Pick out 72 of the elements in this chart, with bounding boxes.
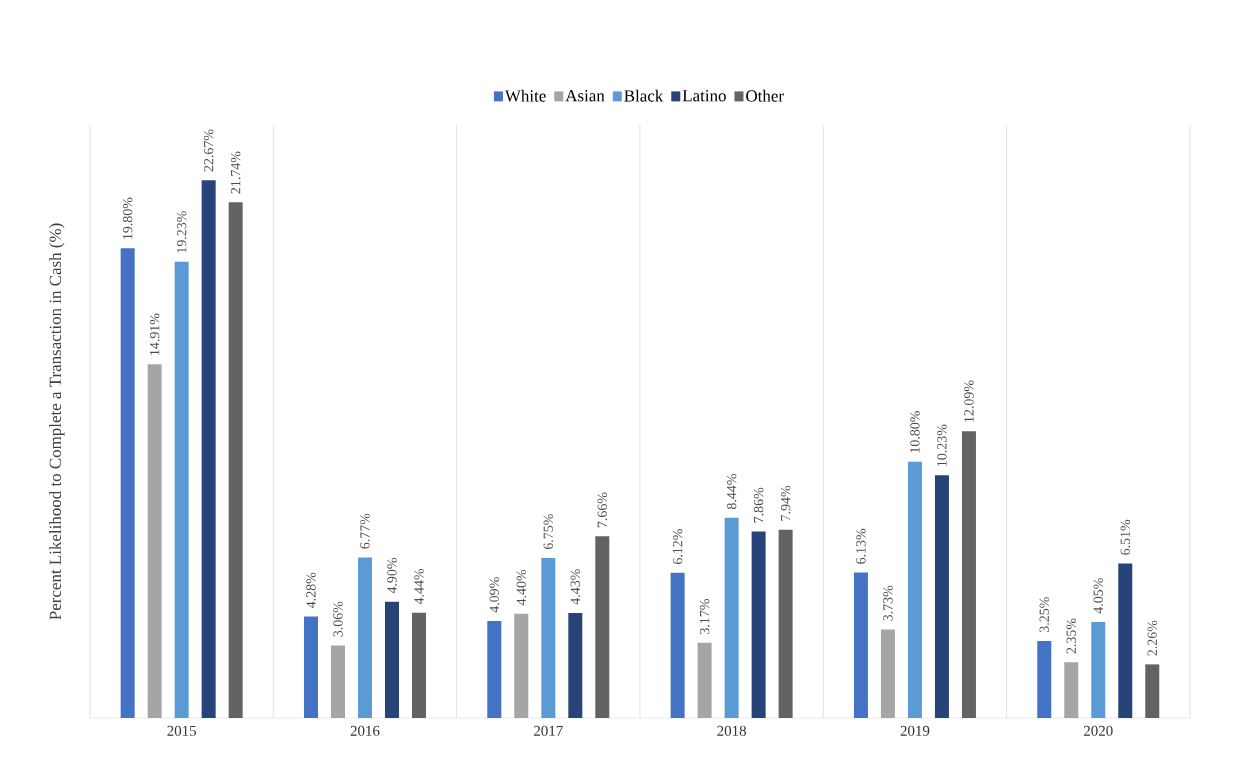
bar — [1037, 640, 1052, 718]
bar — [907, 461, 922, 718]
data-label: 4.05% — [1093, 578, 1104, 614]
bar — [853, 572, 868, 718]
data-label: 2.26% — [1147, 620, 1158, 656]
data-label: 8.44% — [726, 474, 737, 510]
data-label: 6.77% — [360, 513, 370, 549]
data-label: 22.67% — [203, 129, 214, 172]
data-label: 7.94% — [780, 485, 791, 521]
bar — [724, 517, 739, 718]
legend-label: White — [504, 89, 546, 102]
bar — [1064, 662, 1079, 718]
data-label: 4.44% — [414, 568, 424, 605]
bar — [880, 629, 895, 718]
bar — [174, 261, 189, 718]
data-label: 10.23% — [937, 424, 947, 466]
bar — [228, 202, 243, 718]
legend-label: Other — [746, 89, 784, 102]
bar — [670, 572, 685, 718]
bar — [934, 475, 949, 718]
data-label: 3.17% — [699, 599, 710, 634]
bar — [961, 431, 976, 718]
bar — [514, 613, 529, 718]
bar — [697, 642, 712, 718]
data-label: 21.74% — [230, 151, 241, 194]
data-label: 19.23% — [176, 211, 187, 253]
bar — [541, 557, 556, 718]
bar — [751, 531, 766, 718]
x-tick-label: 2017 — [534, 725, 563, 736]
data-label: 14.91% — [149, 313, 160, 355]
data-label: 10.80% — [910, 411, 920, 453]
legend-label: Black — [624, 89, 664, 102]
data-label: 2.35% — [1066, 618, 1077, 654]
data-label: 3.06% — [333, 601, 343, 637]
data-label: 19.80% — [122, 197, 133, 239]
bar — [1145, 664, 1160, 718]
x-tick-label: 2018 — [717, 725, 746, 736]
bar — [147, 364, 162, 718]
legend-label: Asian — [565, 90, 605, 102]
bar — [411, 612, 426, 718]
data-label: 6.13% — [856, 528, 866, 564]
bar — [201, 180, 216, 718]
legend-label: Latino — [682, 90, 726, 102]
data-label: 6.75% — [543, 514, 554, 550]
data-label: 12.09% — [964, 380, 974, 422]
x-tick-label: 2020 — [1083, 725, 1113, 736]
data-label: 4.43% — [570, 569, 581, 605]
bar — [120, 248, 135, 718]
bar — [330, 645, 345, 718]
data-label: 6.51% — [1120, 519, 1131, 555]
bar — [487, 620, 502, 718]
data-label: 4.40% — [516, 569, 527, 606]
bar — [384, 601, 399, 718]
bar — [778, 529, 793, 718]
y-axis-title: Percent Likelihood to Complete a Transaction in Cash (%) — [49, 223, 65, 620]
data-label: 4.09% — [489, 577, 500, 613]
data-label: 7.86% — [753, 487, 764, 523]
bar — [1091, 621, 1106, 718]
bar — [595, 536, 610, 718]
data-label: 4.28% — [306, 572, 316, 609]
data-label: 7.66% — [597, 492, 608, 528]
data-label: 6.12% — [672, 529, 683, 565]
bar — [1118, 563, 1133, 718]
data-label: 4.90% — [387, 558, 397, 594]
bar — [303, 616, 318, 718]
data-label: 3.73% — [883, 585, 893, 621]
x-tick-label: 2019 — [900, 725, 930, 736]
x-tick-label: 2015 — [167, 725, 197, 736]
bar — [357, 557, 372, 718]
bar — [568, 612, 583, 718]
data-label: 3.25% — [1039, 597, 1050, 633]
x-tick-label: 2016 — [350, 725, 380, 736]
